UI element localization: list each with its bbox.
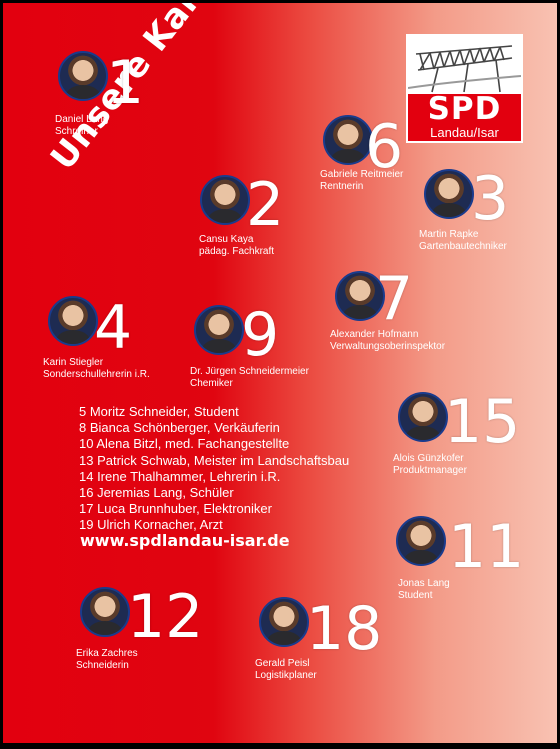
candidate-photo-1 bbox=[58, 51, 108, 101]
list-item: 19 Ulrich Kornacher, Arzt bbox=[79, 517, 223, 533]
candidate-label-9: Dr. Jürgen Schneidermeier Chemiker bbox=[190, 366, 309, 390]
candidate-name: Erika Zachres bbox=[76, 648, 138, 659]
candidate-label-3: Martin Rapke Gartenbautechniker bbox=[419, 229, 507, 253]
candidate-job: Rentnerin bbox=[320, 181, 364, 192]
candidate-photo-7 bbox=[335, 271, 385, 321]
logo-location: Landau/Isar bbox=[430, 125, 499, 140]
candidate-label-12: Erika Zachres Schneiderin bbox=[76, 648, 138, 672]
candidate-name: Martin Rapke bbox=[419, 229, 479, 240]
candidate-job: Gartenbautechniker bbox=[419, 241, 507, 252]
candidate-photo-9 bbox=[194, 305, 244, 355]
candidate-label-7: Alexander Hofmann Verwaltungsoberinspekt… bbox=[330, 329, 445, 353]
candidate-job: Verwaltungsoberinspektor bbox=[330, 341, 446, 352]
candidate-name: Alois Günzkofer bbox=[393, 453, 464, 464]
candidate-job: Chemiker bbox=[190, 378, 233, 389]
candidate-job: Produktmanager bbox=[393, 465, 467, 476]
list-item: 5 Moritz Schneider, Student bbox=[79, 404, 239, 419]
candidate-name: Daniel Lang bbox=[55, 114, 109, 125]
list-item: 14 Irene Thalhammer, Lehrerin i.R. bbox=[79, 468, 281, 484]
list-item: 8 Bianca Schönberger, Verkäuferin bbox=[79, 420, 280, 436]
candidate-photo-4 bbox=[48, 296, 98, 346]
candidate-number-18: 18 bbox=[306, 594, 383, 664]
spd-logo: SPD Landau/Isar bbox=[406, 34, 523, 143]
candidate-label-6: Gabriele Reitmeier Rentnerin bbox=[320, 169, 403, 193]
candidate-number-15: 15 bbox=[444, 387, 521, 457]
candidate-number-2: 2 bbox=[246, 170, 285, 240]
candidate-photo-11 bbox=[396, 516, 446, 566]
candidate-number-1: 1 bbox=[106, 48, 145, 118]
candidate-number-3: 3 bbox=[471, 164, 510, 234]
list-item: 10 Alena Bitzl, med. Fachangestellte bbox=[79, 436, 290, 452]
candidate-job: Student bbox=[398, 590, 433, 601]
candidate-number-11: 11 bbox=[448, 512, 525, 582]
website-url[interactable]: www.spdlandau-isar.de bbox=[80, 531, 290, 550]
candidate-number-7: 7 bbox=[375, 264, 414, 334]
candidate-name: Gerald Peisl bbox=[255, 658, 310, 669]
candidate-label-1: Daniel Lang Schreiner bbox=[55, 114, 108, 138]
list-item: 16 Jeremias Lang, Schüler bbox=[79, 485, 234, 501]
candidate-name: Cansu Kaya bbox=[199, 234, 254, 245]
candidate-label-18: Gerald Peisl Logistikplaner bbox=[255, 658, 317, 682]
candidate-job: Schreiner bbox=[55, 126, 98, 137]
candidate-number-9: 9 bbox=[241, 300, 280, 370]
list-item: 13 Patrick Schwab, Meister im Landschaft… bbox=[79, 452, 350, 468]
candidate-job: Logistikplaner bbox=[255, 670, 317, 681]
candidate-photo-15 bbox=[398, 392, 448, 442]
candidate-name: Jonas Lang bbox=[398, 578, 450, 589]
candidate-job: pädag. Fachkraft bbox=[199, 246, 275, 257]
bridge-graphic bbox=[407, 36, 522, 94]
candidate-name: Karin Stiegler bbox=[43, 357, 104, 368]
logo-party: SPD bbox=[427, 91, 502, 127]
candidate-label-2: Cansu Kaya pädag. Fachkraft bbox=[199, 234, 274, 258]
candidate-number-12: 12 bbox=[127, 582, 204, 652]
candidate-label-15: Alois Günzkofer Produktmanager bbox=[393, 453, 467, 477]
candidate-label-11: Jonas Lang Student bbox=[398, 578, 450, 602]
candidate-photo-6 bbox=[323, 115, 373, 165]
candidate-photo-18 bbox=[259, 597, 309, 647]
poster: Unsere Kandidaten SPD Landau/Isar 1 Dani… bbox=[3, 3, 557, 743]
candidate-photo-2 bbox=[200, 175, 250, 225]
candidate-job: Schneiderin bbox=[76, 660, 129, 671]
candidate-label-4: Karin Stiegler Sonderschullehrerin i.R. bbox=[43, 357, 150, 381]
candidate-job: Sonderschullehrerin i.R. bbox=[43, 369, 150, 380]
list-item: 17 Luca Brunnhuber, Elektroniker bbox=[79, 501, 272, 517]
candidate-photo-3 bbox=[424, 169, 474, 219]
candidate-photo-12 bbox=[80, 587, 130, 637]
candidate-number-4: 4 bbox=[94, 293, 133, 363]
candidate-name: Dr. Jürgen Schneidermeier bbox=[190, 366, 309, 377]
candidate-name: Gabriele Reitmeier bbox=[320, 169, 404, 180]
other-candidates-list: 5 Moritz Schneider, Student 8 Bianca Sch… bbox=[79, 404, 349, 534]
candidate-name: Alexander Hofmann bbox=[330, 329, 419, 340]
bridge-icon bbox=[407, 45, 522, 93]
candidate-number-6: 6 bbox=[365, 112, 404, 182]
